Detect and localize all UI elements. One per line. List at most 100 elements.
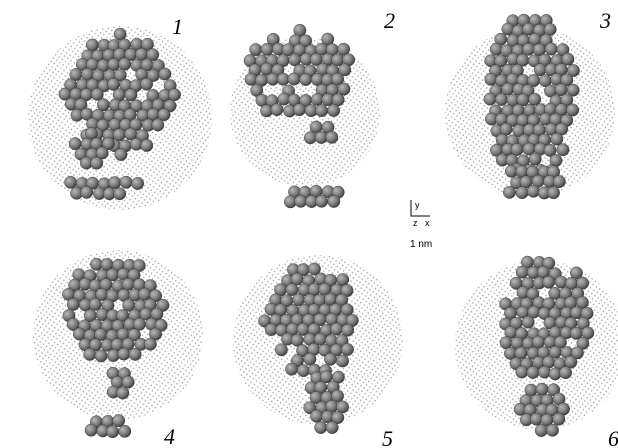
axis-lines <box>411 200 430 216</box>
atom <box>304 353 316 365</box>
atom <box>330 323 342 335</box>
atom <box>557 144 569 156</box>
atom <box>108 176 120 188</box>
atom <box>500 123 512 135</box>
atom <box>85 424 97 436</box>
atom <box>553 175 565 187</box>
atom <box>141 139 153 151</box>
atom <box>144 338 156 350</box>
axis-label: y <box>415 200 420 210</box>
atom <box>152 119 164 131</box>
atom <box>118 58 130 70</box>
atom <box>542 276 554 288</box>
atom <box>529 153 541 165</box>
atom <box>115 148 127 160</box>
atom <box>122 278 134 290</box>
atom <box>502 83 514 95</box>
atom <box>108 58 120 70</box>
atom <box>106 425 118 437</box>
atom <box>86 39 98 51</box>
atom <box>336 355 348 367</box>
atom <box>125 89 137 101</box>
atom <box>559 366 571 378</box>
atom <box>536 383 548 395</box>
atom <box>95 350 107 362</box>
atom <box>304 132 316 144</box>
atom <box>535 424 547 436</box>
atom <box>544 23 556 35</box>
atom <box>547 187 559 199</box>
atom <box>545 43 557 55</box>
atom <box>114 28 126 40</box>
atom <box>250 43 262 55</box>
atom <box>551 133 563 145</box>
panel-label: 6 <box>608 426 618 448</box>
atom <box>288 73 300 85</box>
atom <box>522 316 534 328</box>
atom <box>73 328 85 340</box>
atom <box>326 421 338 433</box>
atom <box>140 78 152 90</box>
atom <box>129 348 141 360</box>
atom <box>64 176 76 188</box>
atom <box>117 387 129 399</box>
panel-label: 5 <box>382 426 393 448</box>
atom <box>285 363 297 375</box>
atom <box>120 176 132 188</box>
atom <box>484 93 496 105</box>
atom <box>326 131 338 143</box>
atom <box>90 157 102 169</box>
atom <box>159 68 171 80</box>
atom <box>67 298 79 310</box>
axis-label: x <box>425 218 430 228</box>
atom <box>300 73 312 85</box>
atom <box>503 186 515 198</box>
atom <box>516 366 528 378</box>
atom <box>327 104 339 116</box>
atom <box>310 410 322 422</box>
atom <box>320 371 332 383</box>
atom <box>138 288 150 300</box>
atom <box>131 177 143 189</box>
figure: 1 2 3 4 5 6 y z x 1 nm <box>0 0 618 448</box>
panel-label: 2 <box>384 8 395 33</box>
atom <box>324 353 336 365</box>
atom <box>315 104 327 116</box>
atom <box>495 93 507 105</box>
atom <box>293 103 305 115</box>
axis-indicator: y z x 1 nm <box>410 200 432 250</box>
panel-label: 1 <box>172 14 183 39</box>
atom <box>84 348 96 360</box>
atom <box>522 43 534 55</box>
atom <box>113 188 125 200</box>
atom <box>297 364 309 376</box>
atom <box>315 195 327 207</box>
panel-label: 3 <box>599 8 611 33</box>
atom <box>168 89 180 101</box>
atom <box>538 366 550 378</box>
atom <box>546 424 558 436</box>
atom <box>562 53 574 65</box>
atom <box>275 344 287 356</box>
clusters <box>28 14 618 438</box>
atom <box>328 195 340 207</box>
atom <box>118 348 130 360</box>
atom <box>112 414 124 426</box>
atom <box>113 129 125 141</box>
panel-label: 4 <box>164 424 175 448</box>
atom <box>527 185 539 197</box>
atom <box>341 343 353 355</box>
atom <box>119 425 131 437</box>
scale-label: 1 nm <box>410 239 432 250</box>
atom <box>490 43 502 55</box>
atom <box>527 366 539 378</box>
atom <box>271 103 283 115</box>
atom <box>122 376 134 388</box>
atom <box>261 43 273 55</box>
atom <box>511 143 523 155</box>
atom <box>516 186 528 198</box>
axis-label: z <box>413 218 418 228</box>
atom <box>516 266 528 278</box>
atom <box>315 421 327 433</box>
atom <box>295 195 307 207</box>
